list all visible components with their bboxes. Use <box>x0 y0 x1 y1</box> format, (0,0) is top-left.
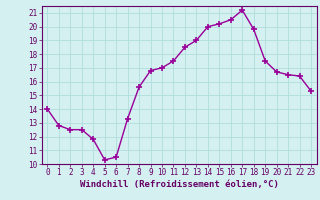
X-axis label: Windchill (Refroidissement éolien,°C): Windchill (Refroidissement éolien,°C) <box>80 180 279 189</box>
